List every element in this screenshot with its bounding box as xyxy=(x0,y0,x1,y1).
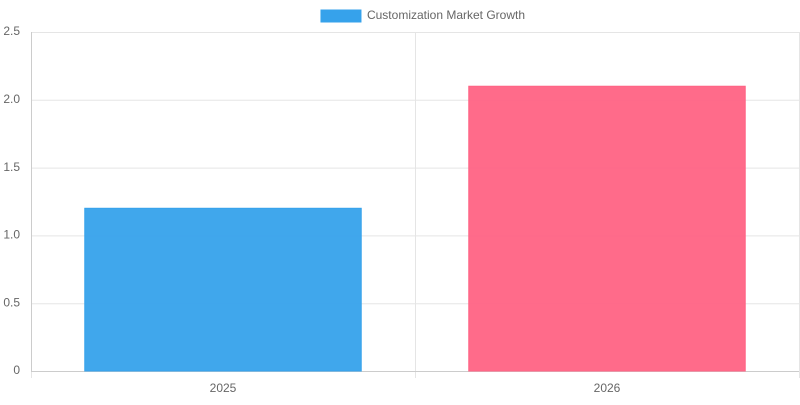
x-tick-label: 2025 xyxy=(210,381,237,395)
bar xyxy=(468,85,746,372)
bar xyxy=(84,207,362,372)
y-tick-label: 2.5 xyxy=(3,24,20,38)
y-tick-label: 0.5 xyxy=(3,295,20,309)
y-tick-label: 0 xyxy=(13,363,20,377)
x-tick-label: 2026 xyxy=(594,381,621,395)
y-tick-label: 2.0 xyxy=(3,92,20,106)
y-tick-label: 1.0 xyxy=(3,228,20,242)
legend-swatch xyxy=(320,9,362,23)
y-tick-label: 1.5 xyxy=(3,160,20,174)
legend-label: Customization Market Growth xyxy=(367,8,525,22)
